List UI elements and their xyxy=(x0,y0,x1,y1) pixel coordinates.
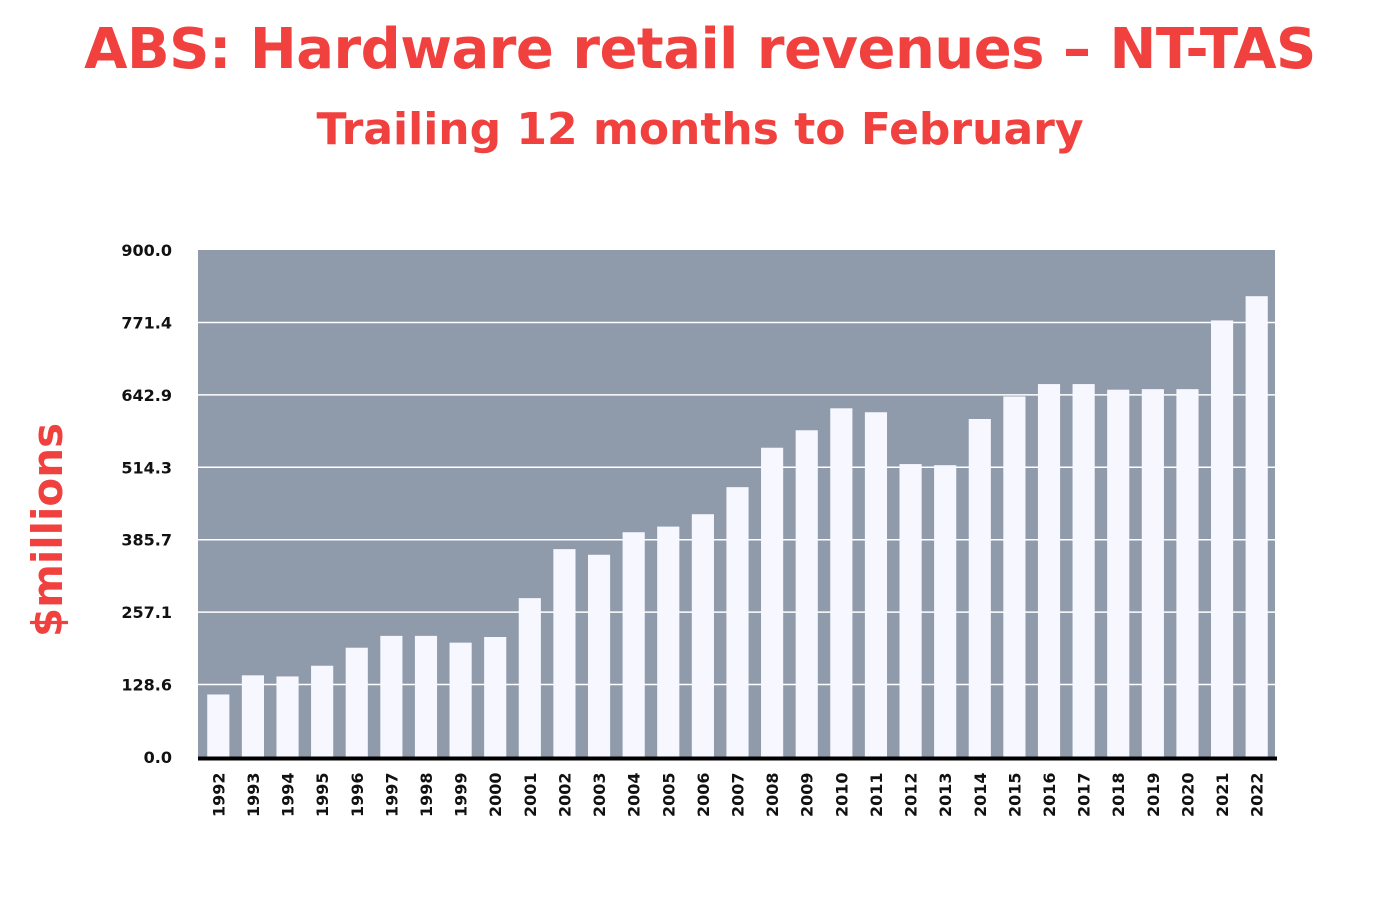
bar-2002 xyxy=(553,549,576,757)
x-tick-label: 2018 xyxy=(1109,772,1128,817)
x-tick-label: 1993 xyxy=(244,772,263,817)
y-tick-label: 0.0 xyxy=(144,748,172,767)
bar-2017 xyxy=(1072,384,1095,757)
x-tick-label: 2011 xyxy=(867,772,886,817)
bar-2010 xyxy=(830,408,853,757)
gridlines xyxy=(198,321,1275,686)
bar-1994 xyxy=(276,676,299,757)
x-tick-label: 1994 xyxy=(279,772,298,817)
x-tick-label: 2008 xyxy=(763,772,782,817)
bar-1997 xyxy=(380,635,403,757)
x-tick-label: 2006 xyxy=(694,772,713,817)
bar-2008 xyxy=(761,447,784,757)
x-tick-label: 1995 xyxy=(313,772,332,817)
y-axis-label: $millions xyxy=(23,423,72,637)
x-tick-label: 2007 xyxy=(729,772,748,817)
bar-2022 xyxy=(1245,296,1268,757)
chart-subtitle: Trailing 12 months to February xyxy=(316,104,1084,155)
x-tick-label: 1997 xyxy=(382,772,401,817)
bar-1995 xyxy=(311,665,334,757)
y-tick-label: 900.0 xyxy=(121,241,172,260)
bar-1993 xyxy=(241,675,264,757)
x-tick-label: 2022 xyxy=(1248,772,1267,817)
bar-2015 xyxy=(1003,396,1026,757)
bar-2018 xyxy=(1107,389,1130,757)
bar-2004 xyxy=(622,532,645,757)
x-tick-label: 2015 xyxy=(1005,772,1024,817)
x-tick-label: 2002 xyxy=(555,772,574,817)
bar-2005 xyxy=(657,526,680,757)
x-tick-label: 2013 xyxy=(936,772,955,817)
bar-2000 xyxy=(484,637,507,757)
bar-2011 xyxy=(864,412,888,757)
x-tick-label: 1999 xyxy=(452,772,471,817)
x-tick-label: 2000 xyxy=(486,772,505,817)
x-tick-label: 2010 xyxy=(832,772,851,817)
y-tick-labels: 0.0 128.6 257.1 385.7 514.3 642.9 771.4 900.0 xyxy=(121,241,172,767)
x-tick-label: 2020 xyxy=(1178,772,1197,817)
y-tick-label: 385.7 xyxy=(121,531,172,550)
bar-2012 xyxy=(899,464,922,757)
x-tick-label: 2016 xyxy=(1040,772,1059,817)
x-tick-label: 2009 xyxy=(798,772,817,817)
x-tick-label: 2021 xyxy=(1213,772,1232,817)
bar-2001 xyxy=(518,598,541,757)
bar-1992 xyxy=(207,694,230,757)
x-tick-labels: 1992 1993 1994 1995 1996 1997 1998 1999 2000 2001… xyxy=(209,772,1266,817)
x-tick-label: 2017 xyxy=(1075,772,1094,817)
bars xyxy=(207,296,1268,757)
x-tick-label: 2004 xyxy=(625,772,644,817)
y-tick-label: 771.4 xyxy=(121,313,172,332)
bar-2013 xyxy=(934,465,957,757)
bar-1996 xyxy=(345,647,368,757)
bar-2006 xyxy=(691,514,714,757)
bar-2019 xyxy=(1141,389,1164,757)
x-tick-label: 1992 xyxy=(209,772,228,817)
bar-2007 xyxy=(726,487,749,757)
bar-1999 xyxy=(449,642,472,757)
bar-2009 xyxy=(795,430,818,757)
x-tick-label: 2019 xyxy=(1144,772,1163,817)
chart-title: ABS: Hardware retail revenues – NT-TAS xyxy=(84,17,1316,82)
x-tick-label: 2001 xyxy=(521,772,540,817)
bar-2003 xyxy=(587,554,611,757)
x-tick-label: 2003 xyxy=(590,772,609,817)
bar-1998 xyxy=(414,635,438,757)
bar-2021 xyxy=(1211,320,1234,757)
y-tick-label: 642.9 xyxy=(121,386,172,405)
bar-2016 xyxy=(1037,384,1061,757)
y-tick-label: 257.1 xyxy=(121,603,172,622)
x-tick-label: 2012 xyxy=(902,772,921,817)
x-tick-label: 2014 xyxy=(971,772,990,817)
x-tick-label: 2005 xyxy=(659,772,678,817)
y-tick-label: 128.6 xyxy=(121,676,172,695)
bar-2020 xyxy=(1176,389,1199,757)
y-tick-label: 514.3 xyxy=(121,458,172,477)
x-tick-label: 1998 xyxy=(417,772,436,817)
bar-2014 xyxy=(968,419,991,757)
x-tick-label: 1996 xyxy=(348,772,367,817)
